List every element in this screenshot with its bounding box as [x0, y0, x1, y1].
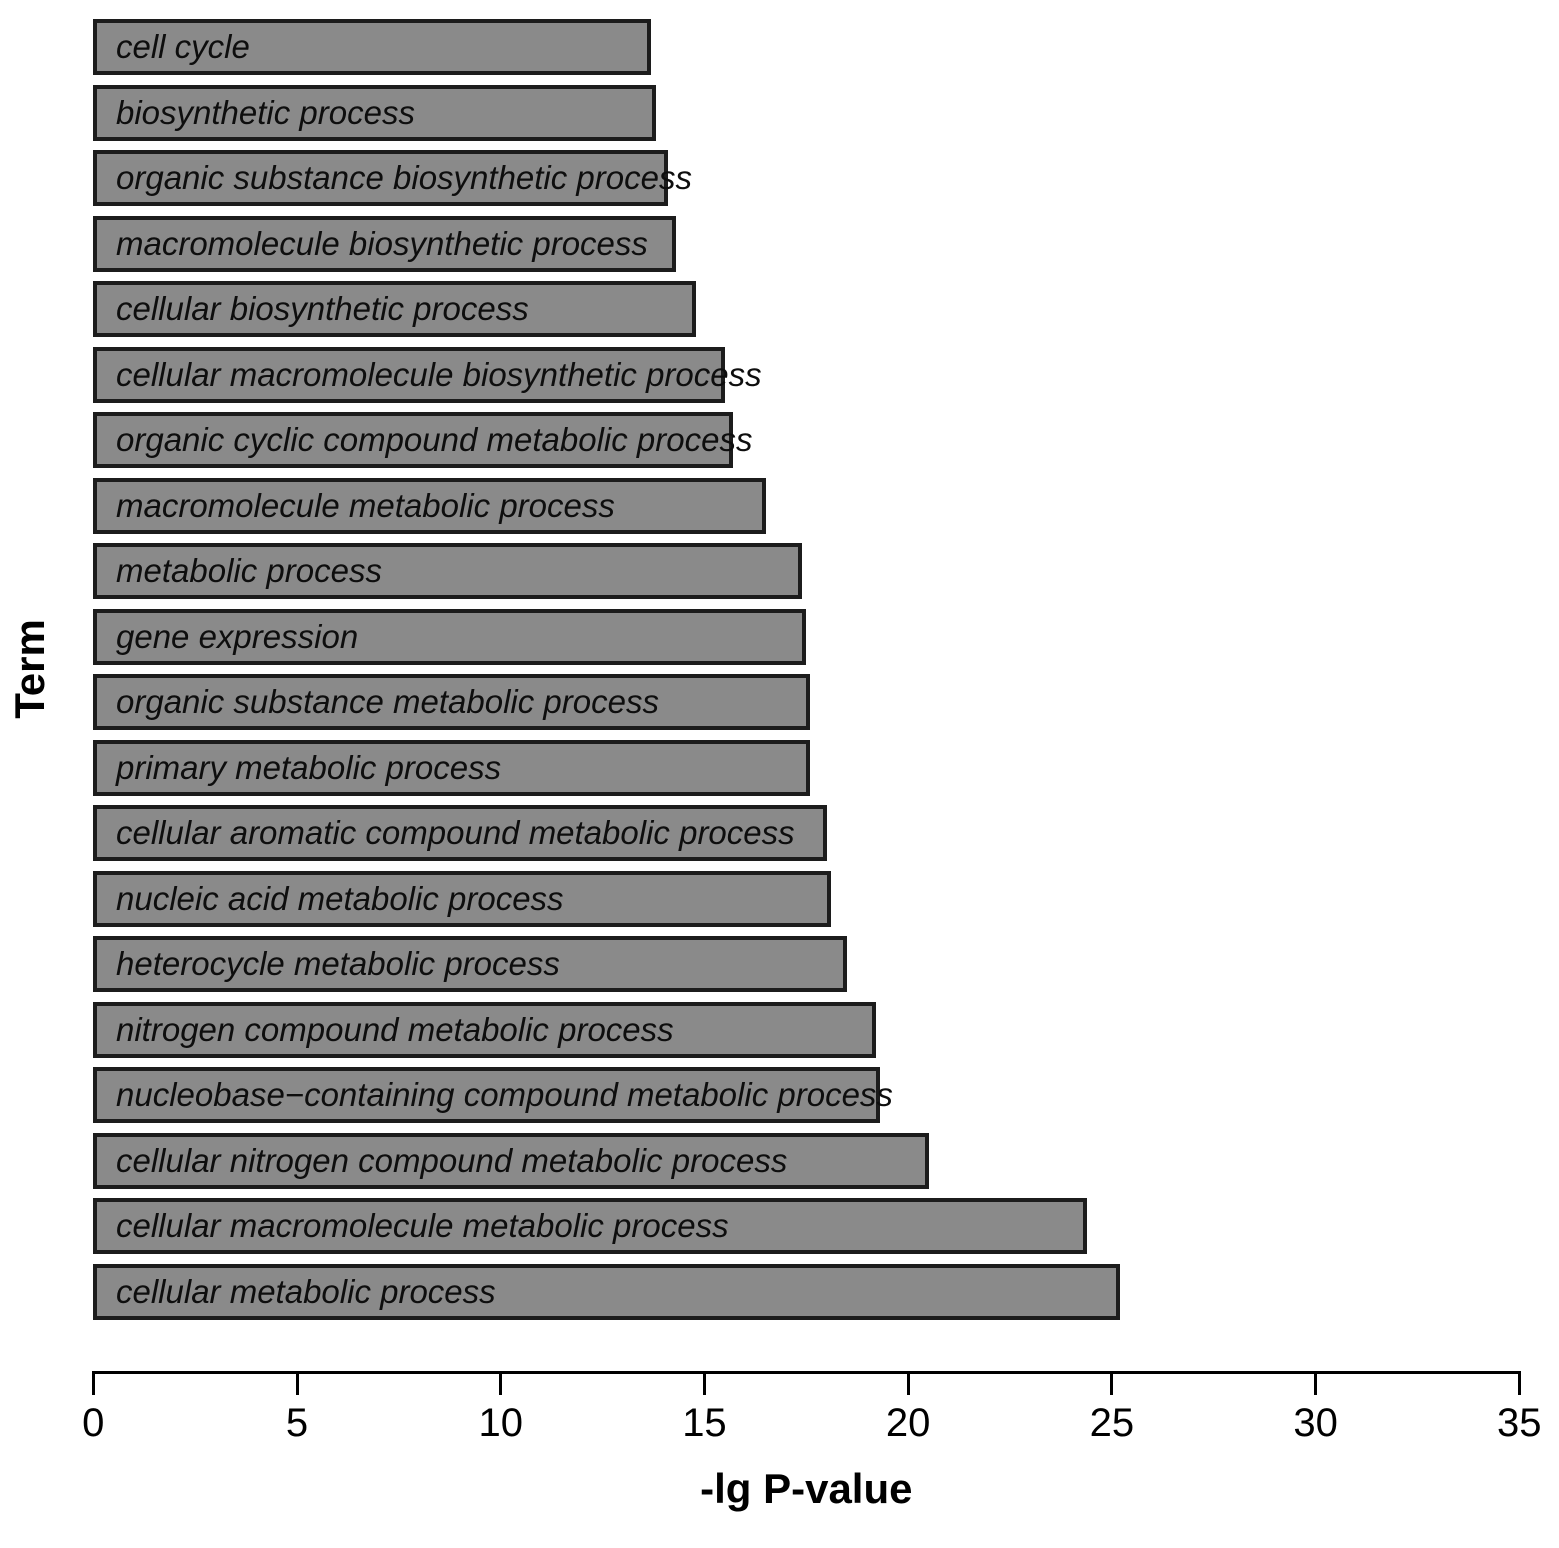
- x-tick-label: 15: [682, 1401, 727, 1445]
- bar: [93, 412, 733, 468]
- x-tick-label: 10: [478, 1401, 523, 1445]
- x-tick-label: 5: [285, 1401, 309, 1445]
- bar: [93, 543, 803, 599]
- bar-label: cellular biosynthetic process: [116, 289, 529, 327]
- x-tick-label: 25: [1089, 1401, 1135, 1445]
- x-tick-mark: [1517, 1374, 1521, 1395]
- bar-label: primary metabolic process: [116, 748, 502, 786]
- bar-label: organic substance biosynthetic process: [116, 158, 692, 196]
- bar: [93, 936, 848, 992]
- bar-label: nitrogen compound metabolic process: [116, 1010, 674, 1048]
- x-axis-title: -lg P-value: [700, 1465, 913, 1512]
- bar: [93, 19, 652, 75]
- bar-label: nucleic acid metabolic process: [116, 879, 564, 917]
- bar-label: macromolecule metabolic process: [116, 486, 615, 524]
- bar-label: cellular nitrogen compound metabolic pro…: [116, 1141, 788, 1179]
- bar: [93, 281, 697, 337]
- bar-label: cellular macromolecule metabolic process: [116, 1206, 729, 1244]
- bar: [93, 1067, 880, 1123]
- bar-label: gene expression: [116, 617, 359, 655]
- bar-label: nucleobase−containing compound metabolic…: [116, 1075, 893, 1113]
- bar: [93, 84, 656, 141]
- bar: [93, 477, 766, 534]
- x-tick-mark: [295, 1374, 299, 1395]
- bar: [93, 870, 831, 927]
- x-axis-line: [91, 1371, 1521, 1374]
- bar-label: cell cycle: [116, 27, 250, 65]
- x-tick-mark: [91, 1374, 95, 1395]
- x-tick-mark: [906, 1374, 910, 1395]
- bar-label: heterocycle metabolic process: [116, 944, 560, 982]
- bar: [93, 608, 807, 665]
- x-tick-mark: [499, 1374, 503, 1395]
- bar: [93, 346, 725, 403]
- bar: [93, 1263, 1121, 1320]
- bar-label: macromolecule biosynthetic process: [116, 224, 648, 262]
- bar-label: cellular aromatic compound metabolic pro…: [116, 813, 795, 851]
- bar-label: organic cyclic compound metabolic proces…: [116, 420, 753, 458]
- bar-label: metabolic process: [116, 551, 382, 589]
- bar: [93, 150, 668, 206]
- bar: [93, 215, 676, 272]
- bar-label: biosynthetic process: [116, 93, 415, 131]
- bar-label: organic substance metabolic process: [116, 682, 659, 720]
- bar: [93, 1198, 1088, 1254]
- bar-label: cellular metabolic process: [116, 1272, 496, 1310]
- x-tick-mark: [1314, 1374, 1318, 1395]
- x-tick-mark: [702, 1374, 706, 1395]
- x-tick-label: 20: [885, 1401, 931, 1445]
- bar: [93, 805, 827, 861]
- x-tick-label: 0: [82, 1401, 105, 1445]
- y-axis-title: Term: [6, 619, 53, 720]
- bar: [93, 739, 811, 796]
- x-tick-mark: [1110, 1374, 1114, 1395]
- bar-label: cellular macromolecule biosynthetic proc…: [116, 355, 762, 393]
- x-tick-label: 30: [1293, 1401, 1338, 1445]
- x-tick-label: 35: [1497, 1401, 1542, 1445]
- bar: [93, 1132, 929, 1189]
- bar: [93, 674, 811, 730]
- bar: [93, 1001, 876, 1058]
